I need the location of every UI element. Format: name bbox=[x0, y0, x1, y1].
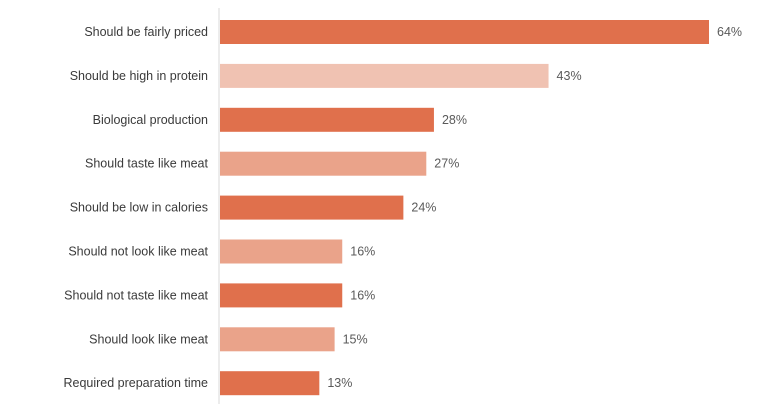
value-labels-group: 64% 43% 28% 27% 24% 16% 16% 15% 13% bbox=[327, 25, 742, 390]
category-label-0: Should be fairly priced bbox=[84, 25, 208, 39]
value-label-0: 64% bbox=[717, 25, 742, 39]
category-label-6: Should not taste like meat bbox=[64, 288, 208, 302]
bar-8 bbox=[220, 371, 320, 396]
bar-7 bbox=[220, 327, 335, 352]
category-label-8: Required preparation time bbox=[63, 376, 208, 390]
value-label-2: 28% bbox=[442, 113, 467, 127]
bar-2 bbox=[220, 107, 434, 132]
category-label-4: Should be low in calories bbox=[70, 201, 208, 215]
category-label-3: Should taste like meat bbox=[85, 157, 209, 171]
value-label-8: 13% bbox=[327, 376, 352, 390]
bar-3 bbox=[220, 151, 427, 176]
category-label-1: Should be high in protein bbox=[70, 69, 208, 83]
bar-0 bbox=[220, 20, 709, 44]
value-label-1: 43% bbox=[557, 69, 582, 83]
bars-group bbox=[220, 20, 709, 396]
category-label-7: Should look like meat bbox=[89, 332, 208, 346]
bar-5 bbox=[220, 239, 343, 264]
category-label-2: Biological production bbox=[93, 113, 208, 127]
category-labels-group: Should be fairly priced Should be high in… bbox=[63, 25, 208, 390]
bar-4 bbox=[220, 195, 404, 220]
value-label-5: 16% bbox=[350, 245, 375, 259]
bar-1 bbox=[220, 63, 549, 88]
value-label-3: 27% bbox=[434, 157, 459, 171]
bar-6 bbox=[220, 283, 343, 308]
value-label-6: 16% bbox=[350, 288, 375, 302]
category-label-5: Should not look like meat bbox=[68, 245, 208, 259]
value-label-7: 15% bbox=[343, 332, 368, 346]
value-label-4: 24% bbox=[411, 201, 436, 215]
